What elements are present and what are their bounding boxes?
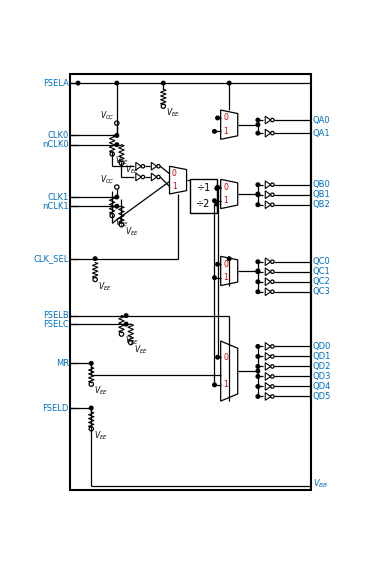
Text: CLK0: CLK0 xyxy=(47,131,69,140)
Circle shape xyxy=(93,257,97,261)
Text: $V_{EE}$: $V_{EE}$ xyxy=(134,343,148,356)
Text: QC2: QC2 xyxy=(313,277,331,287)
Circle shape xyxy=(213,383,216,387)
Text: $V_{EE}$: $V_{EE}$ xyxy=(98,280,112,293)
Circle shape xyxy=(216,262,219,266)
Text: 1: 1 xyxy=(223,196,228,205)
Text: FSELA: FSELA xyxy=(43,78,69,87)
Text: 1: 1 xyxy=(223,380,228,389)
Text: 0: 0 xyxy=(223,260,228,268)
Text: 0: 0 xyxy=(223,183,228,192)
Text: QD3: QD3 xyxy=(313,372,331,381)
Circle shape xyxy=(216,116,219,120)
Text: $V_{BB}$: $V_{BB}$ xyxy=(313,477,328,490)
Circle shape xyxy=(124,314,128,318)
Circle shape xyxy=(228,257,231,261)
Circle shape xyxy=(76,81,80,85)
Circle shape xyxy=(256,269,260,273)
Circle shape xyxy=(256,365,260,368)
Text: QB0: QB0 xyxy=(313,180,331,189)
Text: FSELB: FSELB xyxy=(43,311,69,320)
Text: 1: 1 xyxy=(172,182,177,191)
Circle shape xyxy=(115,195,119,199)
Text: CLK_SEL: CLK_SEL xyxy=(33,254,69,263)
Circle shape xyxy=(115,134,119,137)
Text: nCLK0: nCLK0 xyxy=(42,140,69,149)
Text: $V_{CC}$: $V_{CC}$ xyxy=(100,174,114,186)
Text: $V_{EE}$: $V_{EE}$ xyxy=(115,155,129,167)
Text: $V_{EE}$: $V_{EE}$ xyxy=(124,226,138,238)
Circle shape xyxy=(213,199,216,202)
Text: $V_{EE}$: $V_{EE}$ xyxy=(95,430,108,442)
Text: QA1: QA1 xyxy=(313,129,331,138)
Text: $V_{EE}$: $V_{EE}$ xyxy=(124,335,138,347)
Circle shape xyxy=(161,81,165,85)
Text: QD2: QD2 xyxy=(313,362,331,371)
Text: QD4: QD4 xyxy=(313,382,331,391)
Text: 0: 0 xyxy=(223,113,228,122)
Circle shape xyxy=(89,362,93,365)
Circle shape xyxy=(256,270,260,274)
Circle shape xyxy=(256,183,260,187)
Circle shape xyxy=(256,355,260,358)
Text: QB1: QB1 xyxy=(313,190,331,199)
Circle shape xyxy=(115,143,119,147)
Text: QC3: QC3 xyxy=(313,287,331,296)
Text: $V_{EE}$: $V_{EE}$ xyxy=(95,385,108,398)
Circle shape xyxy=(256,203,260,206)
Circle shape xyxy=(124,322,128,326)
Text: QC0: QC0 xyxy=(313,257,331,266)
Text: QC1: QC1 xyxy=(313,267,331,276)
Circle shape xyxy=(115,205,119,208)
Circle shape xyxy=(256,395,260,398)
Circle shape xyxy=(256,345,260,348)
Text: QD5: QD5 xyxy=(313,392,331,401)
Text: ÷2: ÷2 xyxy=(196,199,211,209)
Bar xyxy=(191,179,217,213)
Text: 0: 0 xyxy=(223,352,228,362)
Bar xyxy=(70,74,310,490)
Circle shape xyxy=(256,280,260,284)
Text: QA0: QA0 xyxy=(313,116,331,125)
Circle shape xyxy=(115,81,119,85)
Text: QD1: QD1 xyxy=(313,352,331,361)
Circle shape xyxy=(256,385,260,388)
Text: CLK1: CLK1 xyxy=(47,192,69,201)
Text: $V_{EE}$: $V_{EE}$ xyxy=(166,107,180,120)
Text: $V_{CC}$: $V_{CC}$ xyxy=(100,110,114,122)
Circle shape xyxy=(256,290,260,293)
Text: 0: 0 xyxy=(172,169,177,178)
Text: $V_{EE}$: $V_{EE}$ xyxy=(124,164,138,177)
Circle shape xyxy=(256,118,260,122)
Circle shape xyxy=(89,406,93,410)
Circle shape xyxy=(256,131,260,135)
Circle shape xyxy=(213,276,216,279)
Circle shape xyxy=(216,355,219,359)
Text: nCLK1: nCLK1 xyxy=(42,202,69,211)
Text: 1: 1 xyxy=(223,273,228,282)
Text: FSELD: FSELD xyxy=(42,403,69,412)
Circle shape xyxy=(256,123,260,126)
Text: MR: MR xyxy=(56,359,69,368)
Circle shape xyxy=(256,193,260,196)
Circle shape xyxy=(216,186,219,189)
Circle shape xyxy=(215,187,219,190)
Text: QB2: QB2 xyxy=(313,200,331,209)
Circle shape xyxy=(256,192,260,196)
Circle shape xyxy=(213,130,216,133)
Circle shape xyxy=(228,81,231,85)
Text: FSELC: FSELC xyxy=(43,320,69,329)
Text: $V_{EE}$: $V_{EE}$ xyxy=(115,216,129,229)
Circle shape xyxy=(256,260,260,263)
Text: ÷1: ÷1 xyxy=(196,183,211,193)
Circle shape xyxy=(215,202,219,206)
Circle shape xyxy=(256,374,260,378)
Text: 1: 1 xyxy=(223,127,228,136)
Text: QD0: QD0 xyxy=(313,342,331,351)
Circle shape xyxy=(256,369,260,373)
